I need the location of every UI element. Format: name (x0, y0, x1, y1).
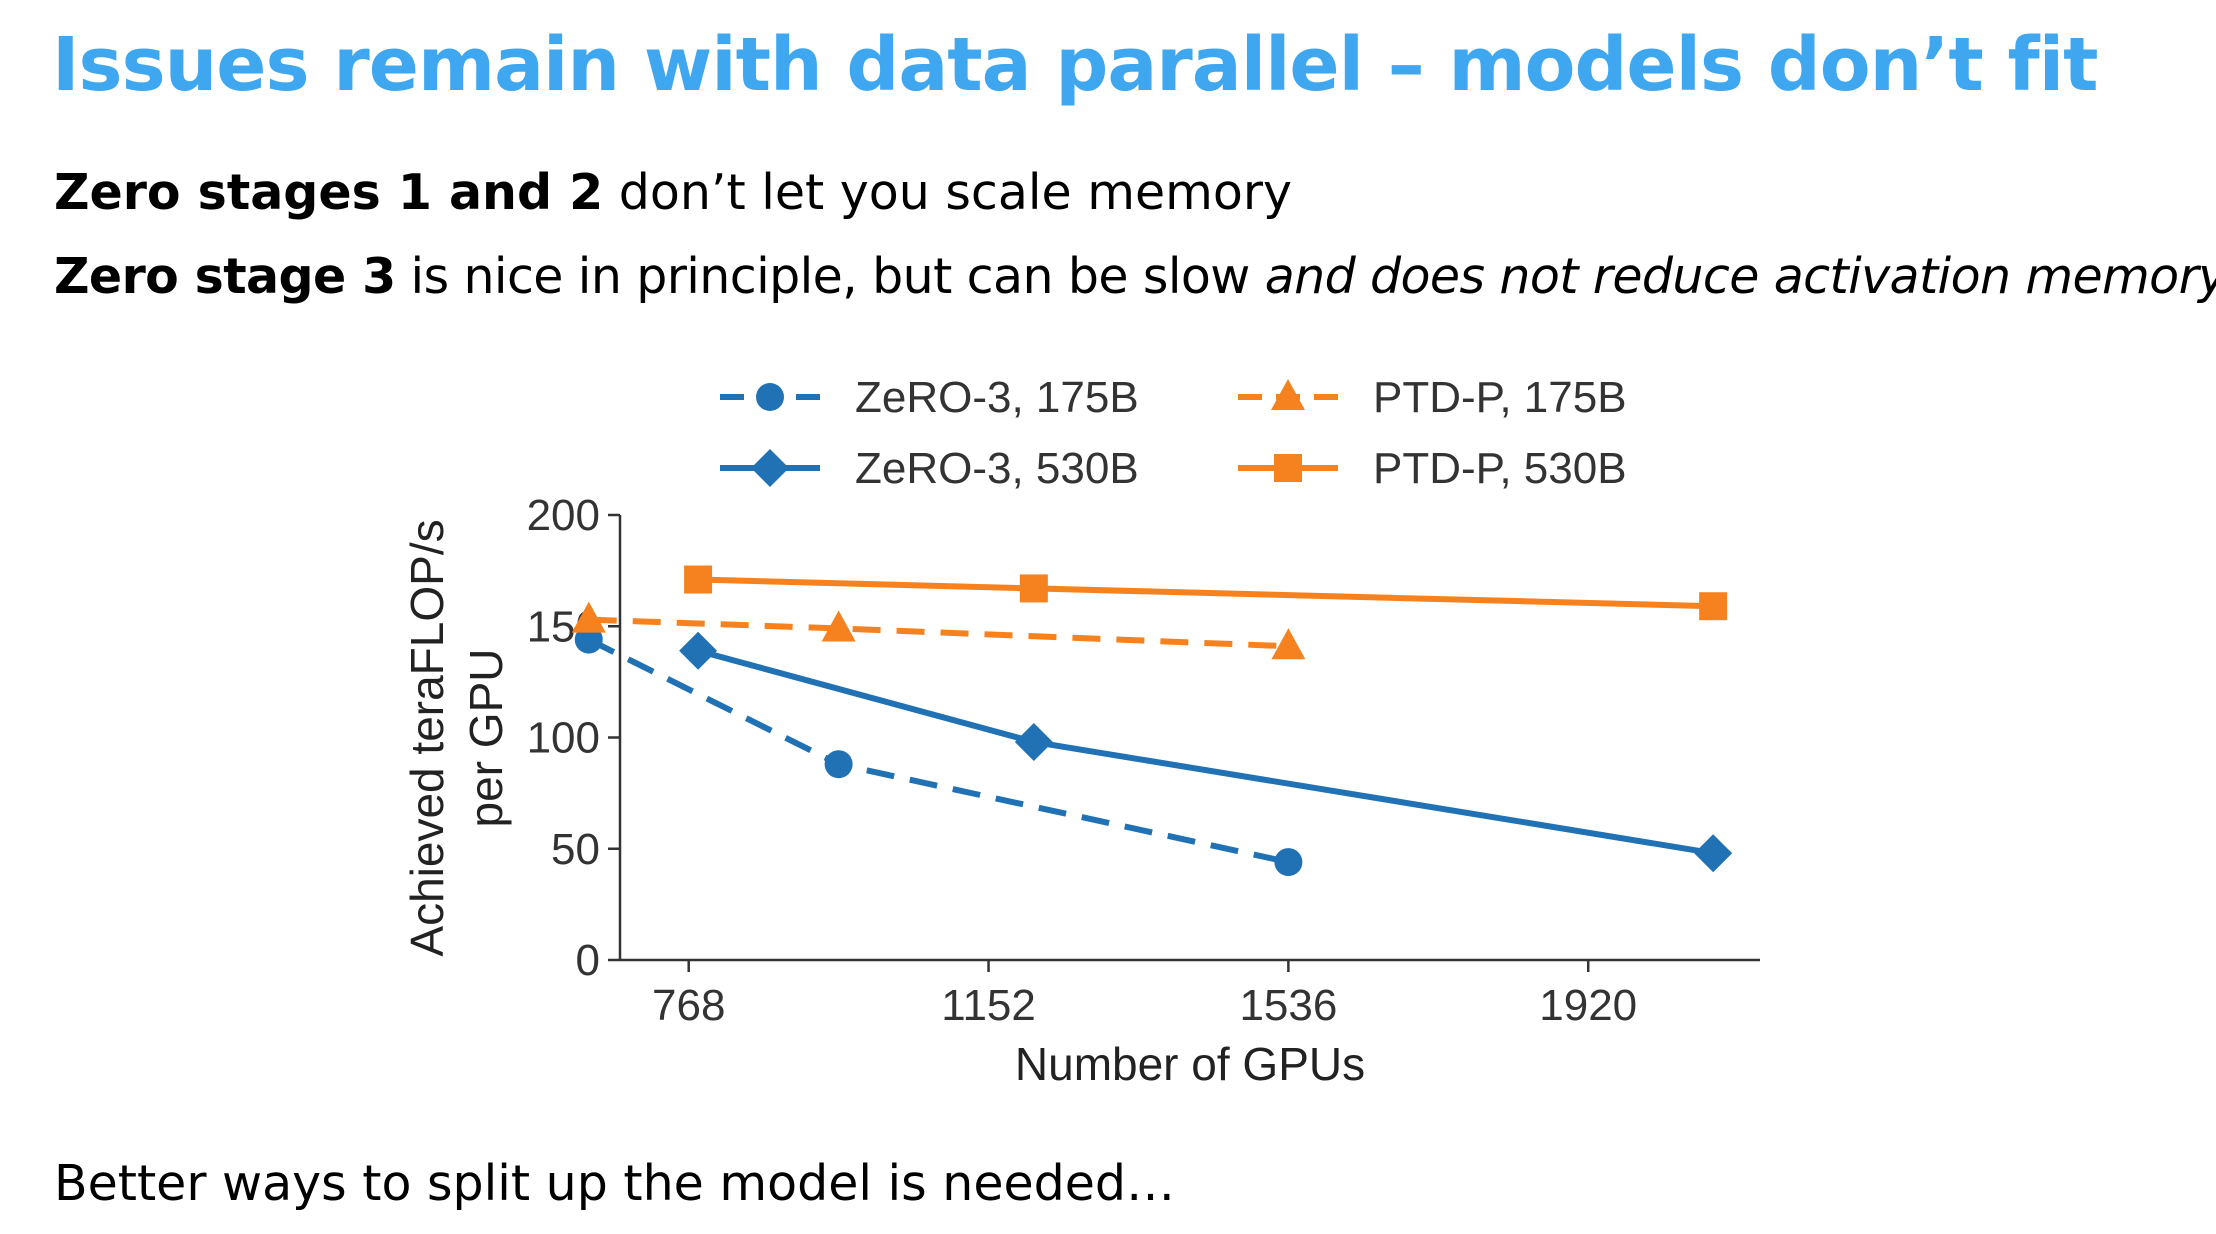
legend-entry: ZeRO-3, 530B (720, 444, 1139, 493)
data-point (1274, 848, 1303, 877)
legend-entry: PTD-P, 175B (1238, 373, 1627, 422)
series-line (588, 616, 1289, 650)
legend-label: PTD-P, 530B (1373, 444, 1627, 493)
bullet-line-2: Zero stage 3 is nice in principle, but c… (54, 248, 2216, 305)
data-point (824, 750, 853, 779)
bullet-line-1-bold: Zero stages 1 and 2 (54, 164, 604, 221)
chart-series (571, 565, 1733, 877)
series-line (587, 636, 1290, 866)
data-point (1019, 574, 1048, 603)
series-line (697, 647, 1714, 857)
series-line (698, 576, 1714, 610)
y-tick-label: 100 (527, 714, 600, 763)
bullet-line-2-bold: Zero stage 3 (54, 248, 396, 305)
data-point (571, 601, 606, 633)
data-point (574, 625, 603, 654)
footer-text: Better ways to split up the model is nee… (54, 1155, 1175, 1212)
data-point (1694, 834, 1733, 873)
x-tick-label: 1536 (1239, 981, 1337, 1030)
legend-entry: PTD-P, 530B (1238, 444, 1627, 493)
series-1 (679, 631, 1733, 873)
legend-marker (751, 449, 789, 487)
y-tick-label: 200 (527, 491, 600, 540)
x-axis-title: Number of GPUs (1015, 1038, 1365, 1090)
x-tick-label: 1152 (941, 981, 1036, 1030)
x-tick-label: 1920 (1539, 981, 1637, 1030)
bullet-line-1-text: don’t let you scale memory (603, 164, 1292, 221)
data-point (684, 565, 713, 594)
data-point (1271, 628, 1306, 660)
series-0 (574, 625, 1303, 877)
legend-label: ZeRO-3, 530B (855, 444, 1139, 493)
slide-title: Issues remain with data parallel – model… (52, 22, 2098, 108)
legend-label: PTD-P, 175B (1373, 373, 1627, 422)
data-point (1699, 592, 1728, 621)
series-3 (684, 565, 1728, 621)
legend-label: ZeRO-3, 175B (855, 373, 1139, 422)
data-point (679, 631, 718, 670)
legend-entry: ZeRO-3, 175B (720, 373, 1139, 422)
y-axis-title-line-2: per GPU (460, 649, 512, 828)
legend-marker (1271, 379, 1305, 410)
chart-legend: ZeRO-3, 175B ZeRO-3, 530B PTD-P, 175B PTD-P… (720, 373, 1627, 493)
bullet-line-2-italic: and does not reduce activation memory (1264, 248, 2216, 305)
data-point (821, 610, 856, 642)
x-ticks: 768 1152 1536 1920 (652, 960, 1637, 1030)
legend-marker (1274, 454, 1302, 482)
data-point (1014, 722, 1053, 761)
bullet-line-1: Zero stages 1 and 2 don’t let you scale … (54, 164, 1292, 221)
legend-marker (756, 383, 784, 411)
series-2 (571, 601, 1306, 660)
y-tick-label: 50 (551, 825, 600, 874)
bullet-line-2-text: is nice in principle, but can be slow (395, 248, 1265, 305)
y-tick-label: 0 (576, 936, 600, 985)
y-axis-title-line-1: Achieved teraFLOP/s (401, 519, 453, 956)
x-tick-label: 768 (652, 981, 725, 1030)
